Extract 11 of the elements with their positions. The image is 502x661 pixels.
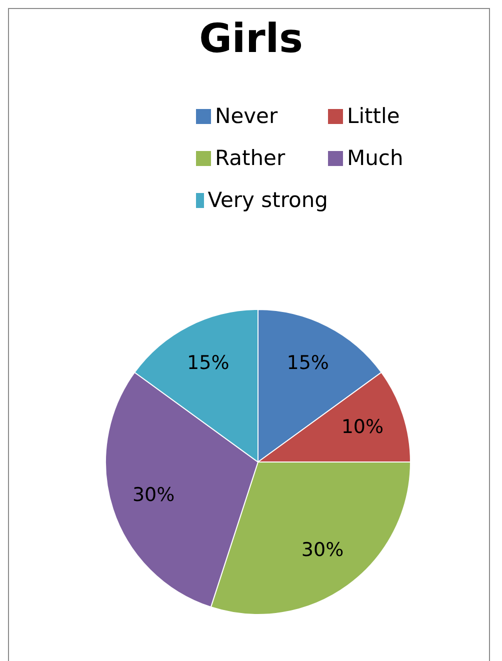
chart-title: Girls	[198, 16, 304, 62]
data-label: 15%	[187, 352, 230, 374]
legend-label: Never	[215, 104, 278, 128]
data-label: 30%	[301, 538, 344, 561]
legend-label: Little	[347, 104, 400, 128]
data-label: 15%	[286, 352, 329, 374]
legend-label: Much	[347, 146, 404, 170]
data-label: 30%	[132, 484, 175, 506]
legend-label: Rather	[215, 146, 286, 170]
legend-label: Very strong	[208, 188, 328, 212]
data-label: 10%	[341, 416, 384, 438]
